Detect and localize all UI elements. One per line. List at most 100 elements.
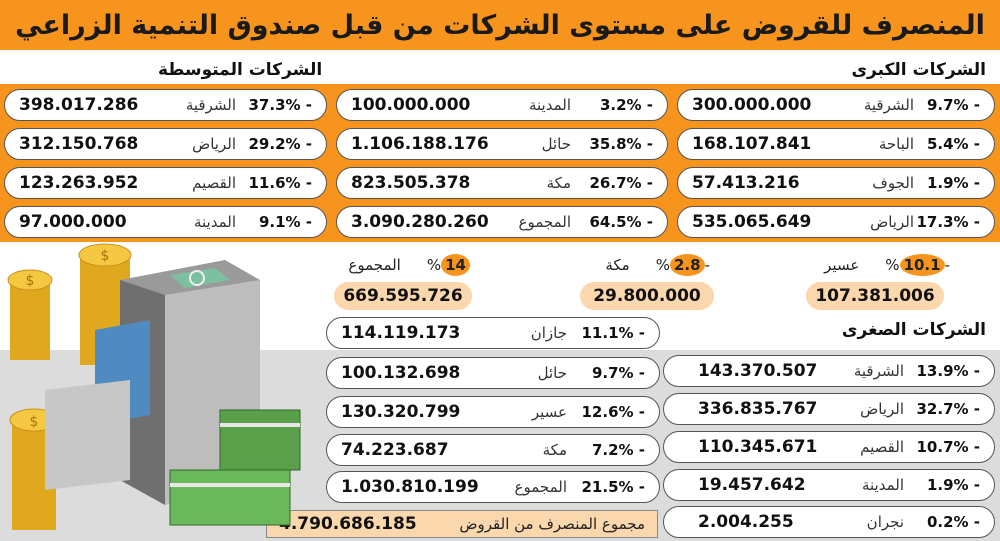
row-value: 336.835.767 [698,399,818,419]
row-percent: - 1.9% [926,476,980,494]
row-region: الشرقية [185,96,236,114]
callout-region: المجموع [348,256,401,274]
row-percent: - 37.3% [248,96,313,114]
callout-percent: 14 [441,254,470,276]
callout-percent: 2.8 [670,254,705,276]
callout-percent: 10.1 [899,254,945,276]
callout-prefix: - [704,256,710,274]
large-extra-pill-3: 669.595.726 [334,282,472,310]
callout-region: عسير [824,256,860,274]
small-row-4: 19.457.642 المدينة - 1.9% [663,469,995,501]
row-value: 300.000.000 [692,95,812,115]
finance-illustration: $ $ $ [7,243,301,530]
large-row-4: 535.065.649 الرياض - 17.3% [677,206,995,238]
row-value: 100.132.698 [341,363,461,383]
medium-row-7: 123.263.952 القصيم - 11.6% [4,167,327,199]
row-region: المدينة [193,213,236,231]
medium-row-2: 1.106.188.176 حائل - 35.8% [336,128,668,160]
row-percent: - 17.3% [916,213,981,231]
row-region: الرياض [860,400,904,418]
medium-row-6: 312.150.768 الرياض - 29.2% [4,128,327,160]
row-region: الرياض [192,135,236,153]
svg-text:$: $ [26,273,35,289]
callout-prefix: - [944,256,950,274]
row-value: 123.263.952 [19,173,139,193]
row-value: 3.090.280.260 [351,212,489,232]
large-extra-pill-2: 29.800.000 [580,282,714,310]
large-row-3: 57.413.216 الجوف - 1.9% [677,167,995,199]
callout-region: مكة [605,256,630,274]
row-percent: - 5.4% [926,135,980,153]
row-percent: - 9.7% [926,96,980,114]
medium-row-4: 3.090.280.260 المجموع - 64.5% [336,206,668,238]
row-value: 57.413.216 [692,173,800,193]
row-percent: - 64.5% [589,213,654,231]
grand-total-value: 4.790.686.185 [279,514,417,534]
row-region: حائل [541,135,571,153]
small-row-2: 336.835.767 الرياض - 32.7% [663,393,995,425]
row-value: 100.000.000 [351,95,471,115]
row-value: 110.345.671 [698,437,818,457]
small-row-5: 2.004.255 نجران - 0.2% [663,506,995,538]
row-region: جازان [530,324,567,342]
row-percent: - 13.9% [916,362,981,380]
row-region: الشرقية [863,96,914,114]
row-value: 535.065.649 [692,212,812,232]
row-region: الشرقية [853,362,904,380]
small-row-7: 100.132.698 حائل - 9.7% [326,357,660,389]
large-extra-callout-1: - 10.1% عسير [824,254,950,276]
medium-row-3: 823.505.378 مكة - 26.7% [336,167,668,199]
row-percent: - 26.7% [589,174,654,192]
banknote-stack-icon [169,409,301,526]
small-row-6: 114.119.173 جازان - 11.1% [326,317,660,349]
large-row-1: 300.000.000 الشرقية - 9.7% [677,89,995,121]
row-percent: - 1.9% [926,174,980,192]
medium-row-5: 398.017.286 الشرقية - 37.3% [4,89,327,121]
row-region: القصيم [192,174,236,192]
row-region: مكة [546,174,571,192]
svg-text:$: $ [30,414,39,430]
row-value: 1.030.810.199 [341,477,479,497]
row-value: 130.320.799 [341,402,461,422]
row-value: 312.150.768 [19,134,139,154]
row-percent: - 9.1% [258,213,312,231]
row-percent: - 35.8% [589,135,654,153]
row-region: مكة [542,441,567,459]
row-value: 398.017.286 [19,95,139,115]
row-region: حائل [537,364,567,382]
row-region: الباحة [878,135,914,153]
row-value: 823.505.378 [351,173,471,193]
svg-text:$: $ [101,248,110,264]
row-percent: - 29.2% [248,135,313,153]
row-value: 168.107.841 [692,134,812,154]
row-value: 2.004.255 [698,512,794,532]
row-value: 114.119.173 [341,323,461,343]
large-row-2: 168.107.841 الباحة - 5.4% [677,128,995,160]
large-extra-pill-1: 107.381.006 [806,282,944,310]
small-row-1: 143.370.507 الشرقية - 13.9% [663,355,995,387]
grand-total-box: 4.790.686.185 مجموع المنصرف من القروض [266,510,658,538]
medium-row-1: 100.000.000 المدينة - 3.2% [336,89,668,121]
row-value: 1.106.188.176 [351,134,489,154]
large-extra-callout-2: - 2.8% مكة [605,254,710,276]
row-region: المدينة [861,476,904,494]
row-percent: - 11.1% [581,324,646,342]
large-extra-callout-3: 14% المجموع [348,254,470,276]
row-value: 97.000.000 [19,212,127,232]
row-value: 19.457.642 [698,475,806,495]
row-percent: - 10.7% [916,438,981,456]
row-region: المدينة [528,96,571,114]
row-value: 74.223.687 [341,440,449,460]
small-row-9: 74.223.687 مكة - 7.2% [326,434,660,466]
callout-suffix: % [885,256,900,274]
callout-suffix: % [426,256,442,274]
row-percent: - 3.2% [599,96,653,114]
small-row-3: 110.345.671 القصيم - 10.7% [663,431,995,463]
row-value: 143.370.507 [698,361,818,381]
row-percent: - 21.5% [581,478,646,496]
row-region: المجموع [518,213,571,231]
callout-suffix: % [655,256,670,274]
small-row-10: 1.030.810.199 المجموع - 21.5% [326,471,660,503]
row-region: المجموع [514,478,567,496]
row-region: الجوف [872,174,914,192]
